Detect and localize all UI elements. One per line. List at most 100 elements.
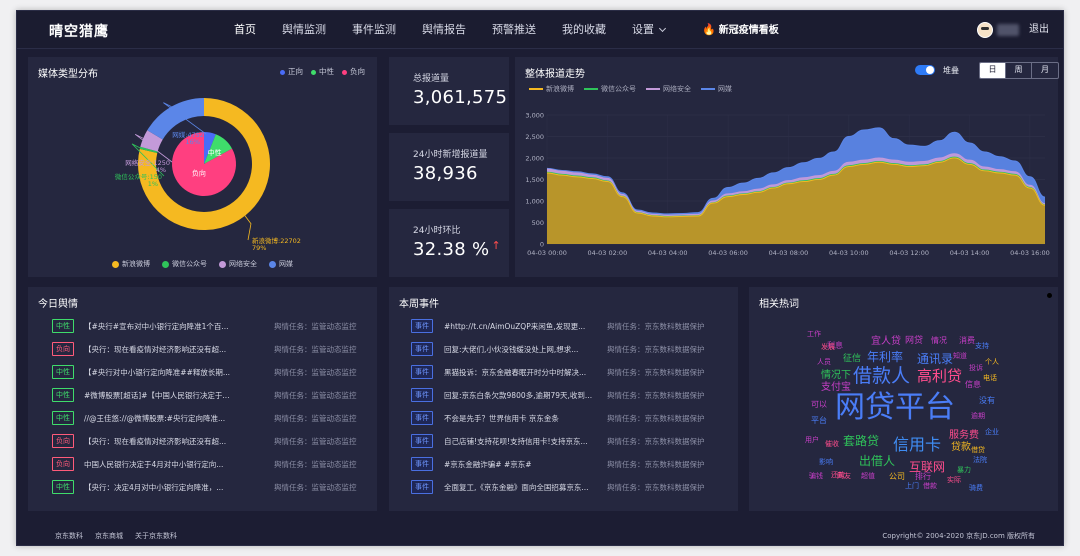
nav-event-monitor[interactable]: 事件监测 (352, 23, 396, 36)
covid-dashboard-link[interactable]: 🔥 新冠疫情看板 (702, 11, 779, 49)
nav-sentiment-report[interactable]: 舆情报告 (422, 23, 466, 36)
hot-word[interactable]: 用户 (805, 436, 819, 444)
event-headline[interactable]: 黑猫投诉：京东金融春眠开时分中时解决... (444, 368, 587, 377)
event-headline[interactable]: 回复:大佬们,小伙没钱缓没处上网,想求... (444, 345, 579, 354)
hot-word[interactable]: 套路贷 (843, 434, 880, 448)
hot-word[interactable]: 逾期 (971, 412, 985, 420)
legend-negative[interactable]: 负向 (342, 66, 365, 77)
hot-word[interactable]: 利息 (827, 341, 843, 350)
hot-word[interactable]: 发展 (821, 343, 835, 351)
hot-word[interactable]: 贷款 (951, 442, 971, 453)
hot-word[interactable]: 服务费 (949, 430, 979, 441)
hot-word[interactable]: 通讯录 (917, 352, 954, 366)
sentiment-headline[interactable]: 【#央行对中小银行定向降准##释放长期... (84, 368, 231, 377)
event-headline[interactable]: 不会是先手？世界信用卡 京东金条 (444, 414, 559, 423)
sentiment-row[interactable]: 负向 中国人民银行决定于4月对中小银行定向... 舆情任务：监管动态监控 (28, 453, 377, 476)
period-week-button[interactable]: 周 (1006, 63, 1032, 78)
hot-word[interactable]: 骗钱 (809, 472, 823, 480)
event-row[interactable]: 事件 回复:京东白条欠款9800多,逾期79天,收到... 舆情任务：京东数科数据保… (389, 384, 738, 407)
sentiment-headline[interactable]: 【央行：决定4月对中小银行定向降准，... (84, 483, 224, 492)
event-headline[interactable]: 回复:京东白条欠款9800多,逾期79天,收到... (444, 391, 593, 400)
hot-word[interactable]: 工作 (807, 330, 821, 338)
hot-word[interactable]: 个人 (985, 358, 999, 366)
sentiment-row[interactable]: 中性 【#央行#宣布对中小银行定向降准1个百... 舆情任务：监管动态监控 (28, 315, 377, 338)
legend-netsec[interactable]: 网络安全 (219, 259, 257, 269)
hot-word[interactable]: 没有 (979, 396, 995, 405)
event-row[interactable]: 事件 黑猫投诉：京东金融春眠开时分中时解决... 舆情任务：京东数科数据保护 (389, 361, 738, 384)
event-headline[interactable]: 全面复工,《京东金融》面向全国招募京东... (444, 483, 589, 492)
footer-link-jdt[interactable]: 京东数科 (55, 532, 83, 540)
hot-word[interactable]: 消费 (959, 336, 975, 345)
event-row[interactable]: 事件 不会是先手？世界信用卡 京东金条 舆情任务：京东数科数据保护 (389, 407, 738, 430)
hot-word[interactable]: 影响 (819, 458, 833, 466)
hot-word[interactable]: 排行 (915, 472, 931, 481)
event-row[interactable]: 事件 自己店铺!支持花呗!支持信用卡!支持京东... 舆情任务：京东数科数据保护 (389, 430, 738, 453)
inner-pie-slice[interactable] (172, 132, 236, 196)
hot-word[interactable]: 暴力 (957, 466, 971, 474)
event-row[interactable]: 事件 全面复工,《京东金融》面向全国招募京东... 舆情任务：京东数科数据保护 (389, 476, 738, 499)
sentiment-headline[interactable]: 【#央行#宣布对中小银行定向降准1个百... (84, 322, 229, 331)
hot-word[interactable]: 上门 (905, 482, 919, 490)
event-headline[interactable]: #京东金融诈骗# #京东# (444, 460, 532, 469)
period-day-button[interactable]: 日 (980, 63, 1006, 78)
stack-toggle[interactable] (915, 65, 935, 75)
pie-slice[interactable] (147, 98, 204, 140)
hot-word[interactable]: 借贷 (971, 446, 985, 454)
hot-word[interactable]: 知道 (953, 352, 967, 360)
hot-word[interactable]: 征信 (843, 354, 862, 364)
sentiment-headline[interactable]: 中国人民银行决定于4月对中小银行定向... (84, 460, 224, 469)
event-row[interactable]: 事件 #京东金融诈骗# #京东# 舆情任务：京东数科数据保护 (389, 453, 738, 476)
trend-legend-webmedia[interactable]: 网媒 (701, 84, 732, 94)
legend-wechat[interactable]: 微信公众号 (162, 259, 207, 269)
sentiment-row[interactable]: 中性 【央行：决定4月对中小银行定向降准，... 舆情任务：监管动态监控 (28, 476, 377, 499)
hot-word[interactable]: 借款人 (853, 365, 911, 387)
hot-word[interactable]: 可以 (811, 400, 827, 409)
hot-word[interactable]: 年利率 (867, 350, 904, 364)
hot-word[interactable]: 网友 (837, 472, 851, 480)
trend-legend-netsec[interactable]: 网络安全 (646, 84, 691, 94)
footer-link-jdmall[interactable]: 京东商城 (95, 532, 123, 540)
hot-word[interactable]: 情况 (931, 336, 947, 345)
hot-word[interactable]: 信息 (965, 380, 981, 389)
hot-word[interactable]: 公司 (889, 472, 905, 481)
inner-pie-slice[interactable] (204, 134, 233, 164)
hot-word[interactable]: 高利贷 (917, 367, 963, 385)
hot-word[interactable]: 还款 (831, 471, 845, 479)
sentiment-row[interactable]: 负向 【央行：现在看疫情对经济影响还没有超... 舆情任务：监管动态监控 (28, 430, 377, 453)
sentiment-row[interactable]: 中性 【#央行对中小银行定向降准##释放长期... 舆情任务：监管动态监控 (28, 361, 377, 384)
hot-word[interactable]: 支付宝 (821, 382, 851, 393)
nav-alert-push[interactable]: 预警推送 (492, 23, 536, 36)
event-headline[interactable]: #http://t.cn/AimOuZQP来闲鱼,发现更... (444, 322, 586, 331)
trend-legend-wechat[interactable]: 微信公众号 (584, 84, 636, 94)
nav-settings[interactable]: 设置 (619, 11, 678, 49)
pie-slice[interactable] (140, 130, 163, 152)
sentiment-row[interactable]: 中性 #微博股票[超话]#【中国人民银行决定于... 舆情任务：监管动态监控 (28, 384, 377, 407)
hot-word[interactable]: 人员 (817, 358, 831, 366)
legend-webmedia[interactable]: 网媒 (269, 259, 293, 269)
inner-pie-slice[interactable] (204, 132, 216, 164)
sentiment-headline[interactable]: 【央行：现在看疫情对经济影响还没有超... (84, 437, 227, 446)
sentiment-row[interactable]: 负向 【央行：现在看疫情对经济影响还没有超... 舆情任务：监管动态监控 (28, 338, 377, 361)
sentiment-row[interactable]: 中性 //@王佳悠://@微博股票:#央行定向降准... 舆情任务：监管动态监控 (28, 407, 377, 430)
hot-word[interactable]: 借款 (923, 482, 937, 490)
pie-slice[interactable] (139, 146, 158, 154)
legend-weibo[interactable]: 新浪微博 (112, 259, 150, 269)
event-row[interactable]: 事件 #http://t.cn/AimOuZQP来闲鱼,发现更... 舆情任务：京东… (389, 315, 738, 338)
hot-word[interactable]: 骑费 (969, 484, 983, 492)
nav-home[interactable]: 首页 (234, 23, 256, 36)
app-logo[interactable]: 晴空猎鹰 (49, 24, 109, 40)
legend-neutral[interactable]: 中性 (311, 66, 334, 77)
trend-legend-weibo[interactable]: 新浪微博 (529, 84, 574, 94)
sentiment-headline[interactable]: #微博股票[超话]#【中国人民银行决定于... (84, 391, 230, 400)
hot-word[interactable]: 网贷平台 (835, 390, 955, 425)
period-month-button[interactable]: 月 (1041, 65, 1049, 74)
logout-button[interactable]: 退出 (1029, 24, 1049, 35)
hot-word[interactable]: 信用卡 (893, 435, 942, 454)
area-series-base[interactable] (547, 158, 1045, 244)
hot-word[interactable]: 宜人贷 (871, 336, 901, 347)
hot-word[interactable]: 互联网 (909, 460, 946, 474)
hot-word[interactable]: 实际 (947, 476, 961, 484)
hot-word[interactable]: 超值 (861, 472, 875, 480)
nav-my-favorites[interactable]: 我的收藏 (562, 23, 606, 36)
hot-word[interactable]: 电话 (983, 374, 997, 382)
